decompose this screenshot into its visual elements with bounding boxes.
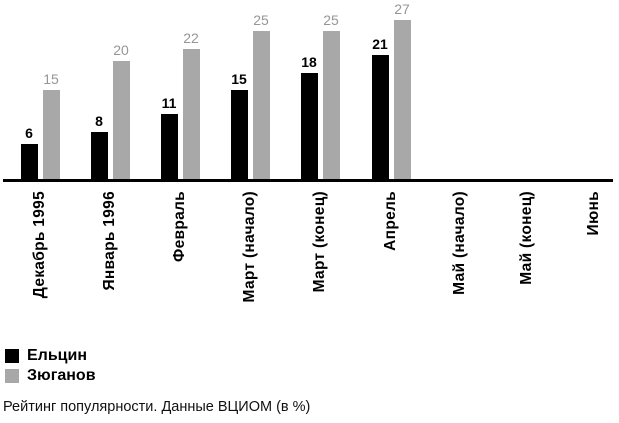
category-label: Февраль (171, 191, 188, 262)
zyuganov-color-swatch (5, 369, 19, 383)
value-label: 21 (372, 36, 388, 52)
value-label: 25 (323, 12, 339, 28)
yeltsin-bar (371, 55, 389, 179)
value-label: 20 (113, 42, 129, 58)
zyuganov-bar (322, 31, 340, 179)
category-label: Март (конец) (311, 191, 328, 293)
yeltsin-bar (300, 73, 318, 179)
zyuganov-bar (182, 49, 200, 179)
value-label: 18 (301, 54, 317, 70)
yeltsin-bar (230, 90, 248, 179)
category-label: Март (начало) (241, 191, 258, 303)
zyuganov-bar (393, 20, 411, 179)
value-label: 15 (231, 71, 247, 87)
yeltsin-color-swatch (5, 349, 19, 363)
category-label: Январь 1996 (101, 191, 118, 291)
zyuganov-bar (252, 31, 270, 179)
category-label: Май (начало) (451, 191, 468, 295)
chart-caption: Рейтинг популярности. Данные ВЦИОМ (в %) (3, 399, 311, 415)
category-label: Июнь (585, 191, 602, 236)
yeltsin-bar (90, 132, 108, 179)
yeltsin-bar (20, 144, 38, 179)
category-label: Май (конец) (518, 191, 535, 285)
legend-item-zyuganov: Зюганов (5, 367, 96, 384)
legend: Ельцин Зюганов (5, 347, 96, 389)
category-label: Апрель (382, 191, 399, 251)
x-axis-line (3, 179, 613, 182)
yeltsin-bar (160, 114, 178, 179)
value-label: 8 (95, 113, 103, 129)
value-label: 27 (394, 1, 410, 17)
value-label: 6 (25, 125, 33, 141)
zyuganov-bar (112, 61, 130, 179)
category-label: Декабрь 1995 (31, 191, 48, 299)
value-label: 22 (183, 30, 199, 46)
value-label: 25 (253, 12, 269, 28)
zyuganov-legend-label: Зюганов (27, 367, 96, 384)
yeltsin-legend-label: Ельцин (27, 347, 88, 364)
value-label: 15 (43, 71, 59, 87)
legend-item-yeltsin: Ельцин (5, 347, 96, 364)
value-label: 11 (161, 95, 177, 111)
zyuganov-bar (42, 90, 60, 179)
